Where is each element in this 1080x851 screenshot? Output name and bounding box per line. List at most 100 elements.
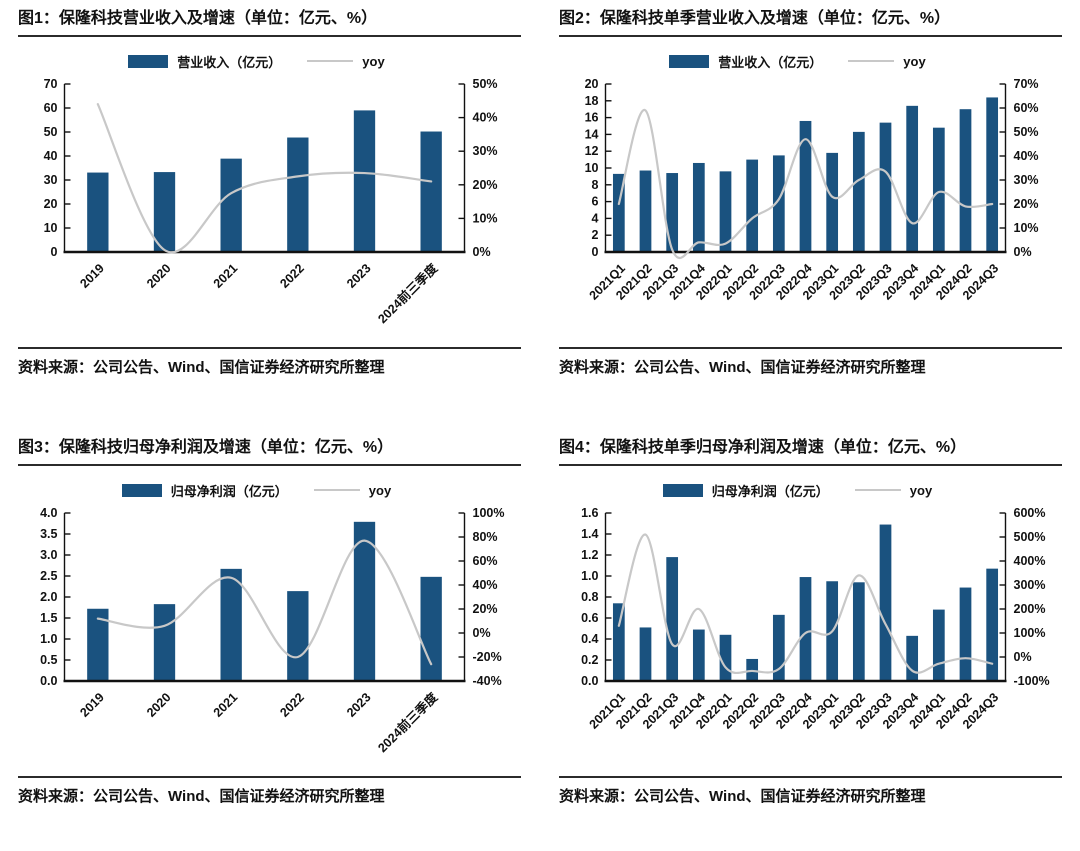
bar-series-swatch-icon [128,54,169,68]
fig3-combo-chart: 0.0 0.5 1.0 1.5 2.0 2.5 3.0 3.5 4.0 -40% -20% 0% 20%… [40,506,505,755]
bar-series-label: 营业收入（亿元） [177,54,282,70]
line-series-label: yoy [903,53,926,69]
bar-series-label: 归母净利润（亿元） [711,483,829,499]
svg-text:30%: 30% [1014,173,1039,187]
svg-text:70: 70 [44,77,58,91]
svg-text:0%: 0% [1014,245,1032,259]
fig1-legend: 营业收入（亿元） yoy [18,52,521,70]
svg-text:0: 0 [51,245,58,259]
svg-text:1.2: 1.2 [581,548,598,562]
svg-text:60: 60 [44,101,58,115]
svg-text:4.0: 4.0 [40,506,57,520]
svg-text:40%: 40% [1014,149,1039,163]
fig3-legend: 归母净利润（亿元） yoy [18,481,521,499]
fig3-source-divider [18,776,521,778]
svg-text:0.5: 0.5 [40,653,57,667]
svg-text:100%: 100% [473,506,505,520]
bar-series-swatch-icon [662,483,703,497]
fig1-combo-chart: 0 10 20 30 40 50 60 70 0% 10% 20% 30% 40% 50% 2019 2020… [44,77,498,326]
svg-text:40%: 40% [473,111,498,125]
line-series-swatch-icon [307,60,354,62]
fig4-legend: 归母净利润（亿元） yoy [559,481,1062,499]
svg-text:0%: 0% [473,245,491,259]
svg-text:1.0: 1.0 [40,632,57,646]
svg-text:1.4: 1.4 [581,527,598,541]
fig2-source-note: 资料来源：公司公告、Wind、国信证券经济研究所整理 [559,359,926,376]
line-series-label: yoy [362,53,385,69]
svg-text:0.0: 0.0 [40,674,57,688]
line-series-label: yoy [909,482,933,498]
svg-text:600%: 600% [1014,506,1046,520]
svg-text:2.5: 2.5 [40,569,57,583]
svg-text:500%: 500% [1014,530,1046,544]
fig3-source-note: 资料来源：公司公告、Wind、国信证券经济研究所整理 [18,788,385,805]
svg-text:60%: 60% [473,554,498,568]
svg-text:8: 8 [592,178,599,192]
svg-text:20: 20 [44,197,58,211]
svg-text:10: 10 [585,161,599,175]
svg-text:400%: 400% [1014,554,1046,568]
bar-series-swatch-icon [669,54,710,68]
svg-text:1.6: 1.6 [581,506,598,520]
svg-text:20: 20 [585,77,599,91]
svg-text:0%: 0% [473,626,491,640]
svg-text:3.0: 3.0 [40,548,57,562]
svg-text:-40%: -40% [473,674,502,688]
svg-text:2023: 2023 [344,690,374,720]
fig4-combo-chart: 0.0 0.2 0.4 0.6 0.8 1.0 1.2 1.4 1.6 -100% 0% 100% 20… [581,506,1050,732]
svg-text:0%: 0% [1014,650,1032,664]
svg-text:2024前三季度: 2024前三季度 [375,260,441,326]
svg-text:14: 14 [585,127,599,141]
svg-text:60%: 60% [1014,101,1039,115]
fig4-source-note: 资料来源：公司公告、Wind、国信证券经济研究所整理 [559,788,926,805]
svg-text:50%: 50% [473,77,498,91]
svg-text:-100%: -100% [1014,674,1050,688]
fig2-legend: 营业收入（亿元） yoy [559,52,1062,70]
svg-text:18: 18 [585,94,599,108]
line-series-swatch-icon [313,489,360,491]
svg-text:50%: 50% [1014,125,1039,139]
svg-text:2: 2 [592,228,599,242]
fig4-title: 图4：保隆科技单季归母净利润及增速（单位：亿元、%） [559,439,967,456]
svg-text:0: 0 [592,245,599,259]
fig1-source-note: 资料来源：公司公告、Wind、国信证券经济研究所整理 [18,359,385,376]
svg-text:200%: 200% [1014,602,1046,616]
svg-text:2022: 2022 [277,690,307,720]
svg-text:50: 50 [44,125,58,139]
svg-text:2.0: 2.0 [40,590,57,604]
svg-text:0.0: 0.0 [581,674,598,688]
panel-fig1: 图1：保隆科技营业收入及增速（单位：亿元、%） 营业收入（亿元） yoy 0 10… [18,8,521,377]
svg-text:80%: 80% [473,530,498,544]
svg-text:0.8: 0.8 [581,590,598,604]
svg-text:2019: 2019 [77,690,107,720]
fig1-title-divider [18,35,521,37]
svg-text:20%: 20% [473,178,498,192]
line-series-swatch-icon [854,489,901,491]
fig2-combo-chart: 0 2 4 6 8 10 12 14 16 18 20 0% 10% 20% 30% 40% 50% 60% 70%… [585,77,1039,303]
svg-text:2022: 2022 [277,261,307,291]
svg-text:2024前三季度: 2024前三季度 [375,689,441,755]
svg-text:100%: 100% [1014,626,1046,640]
svg-text:30%: 30% [473,144,498,158]
bar-series-label: 营业收入（亿元） [718,54,823,70]
fig1-source-divider [18,347,521,349]
bar-series-swatch-icon [121,483,162,497]
fig2-source-divider [559,347,1062,349]
svg-text:10%: 10% [473,211,498,225]
svg-text:40: 40 [44,149,58,163]
svg-text:2019: 2019 [77,261,107,291]
svg-text:300%: 300% [1014,578,1046,592]
svg-text:40%: 40% [473,578,498,592]
fig4-title-divider [559,464,1062,466]
fig2-title: 图2：保隆科技单季营业收入及增速（单位：亿元、%） [559,10,951,27]
svg-text:0.4: 0.4 [581,632,598,646]
svg-text:0.2: 0.2 [581,653,598,667]
svg-text:2021: 2021 [211,261,241,291]
svg-text:20%: 20% [473,602,498,616]
svg-text:12: 12 [585,144,599,158]
svg-text:6: 6 [592,195,599,209]
svg-text:2020: 2020 [144,690,174,720]
svg-text:1.5: 1.5 [40,611,57,625]
panel-fig3: 图3：保隆科技归母净利润及增速（单位：亿元、%） 归母净利润（亿元） yoy 0… [18,437,521,806]
svg-text:1.0: 1.0 [581,569,598,583]
